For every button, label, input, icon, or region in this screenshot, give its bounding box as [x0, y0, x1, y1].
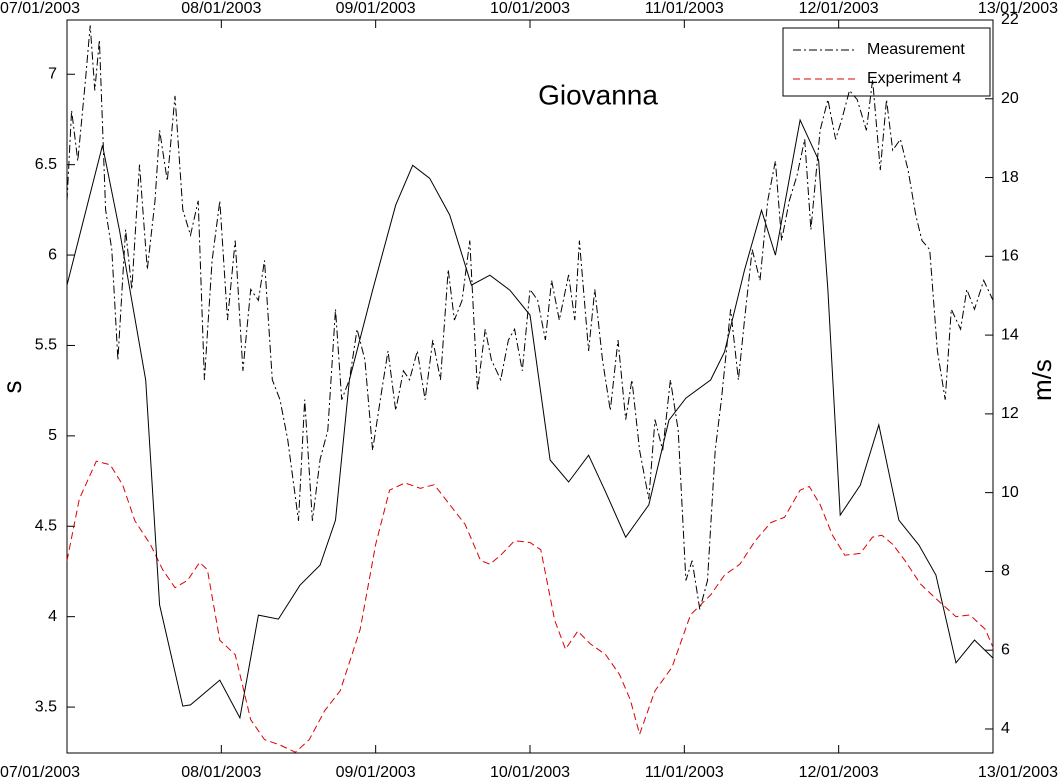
x-tick-label: 11/01/2003: [645, 0, 724, 17]
x-tick-label: 07/01/2003: [0, 0, 80, 17]
y-tick-label: 3.5: [35, 698, 57, 715]
y2-tick-label: 8: [1001, 563, 1010, 580]
y2-tick-label: 4: [1001, 720, 1010, 737]
y2-tick-label: 14: [1001, 326, 1019, 343]
x-tick-label: 10/01/2003: [490, 764, 570, 781]
data-line: [66, 460, 994, 753]
y-tick-label: 4.5: [35, 517, 57, 534]
y2-tick-label: 12: [1001, 405, 1019, 422]
x-tick-label: 09/01/2003: [336, 764, 416, 781]
y2-tick-label: 18: [1001, 169, 1019, 186]
y-axis-label: s: [0, 381, 27, 394]
data-line: [66, 118, 994, 720]
legend: Measurement Experiment 4: [782, 27, 991, 97]
y2-tick-label: 10: [1001, 484, 1019, 501]
x-tick-label: 12/01/2003: [799, 0, 879, 17]
y-tick-label: 4: [48, 608, 57, 625]
chart-title: Giovanna: [538, 79, 658, 110]
legend-label: Experiment 4: [867, 70, 961, 87]
x-tick-label: 08/01/2003: [181, 0, 261, 17]
x-tick-label: 09/01/2003: [336, 0, 416, 17]
x-tick-label: 11/01/2003: [645, 764, 724, 781]
y-tick-label: 6: [48, 246, 57, 263]
y-tick-label: 6.5: [35, 156, 57, 173]
y2-tick-label: 16: [1001, 248, 1019, 265]
plot-frame: [66, 19, 994, 754]
x-tick-label: 10/01/2003: [490, 0, 570, 17]
y2-tick-label: 20: [1001, 90, 1019, 107]
y-tick-label: 7: [48, 65, 57, 82]
legend-box: [782, 27, 991, 97]
x-tick-label: 07/01/2003: [0, 764, 80, 781]
x-tick-label: 13/01/2003: [978, 0, 1058, 17]
y2-axis-label: m/s: [1027, 359, 1057, 401]
x-tick-label: 13/01/2003: [978, 764, 1058, 781]
y2-tick-label: 22: [1001, 11, 1019, 28]
x-tick-label: 12/01/2003: [799, 764, 879, 781]
data-line: [66, 25, 994, 610]
y-tick-label: 5: [48, 427, 57, 444]
y2-tick-label: 6: [1001, 641, 1010, 658]
y-tick-label: 5.5: [35, 337, 57, 354]
legend-label: Measurement: [867, 41, 965, 58]
x-tick-label: 08/01/2003: [181, 764, 261, 781]
